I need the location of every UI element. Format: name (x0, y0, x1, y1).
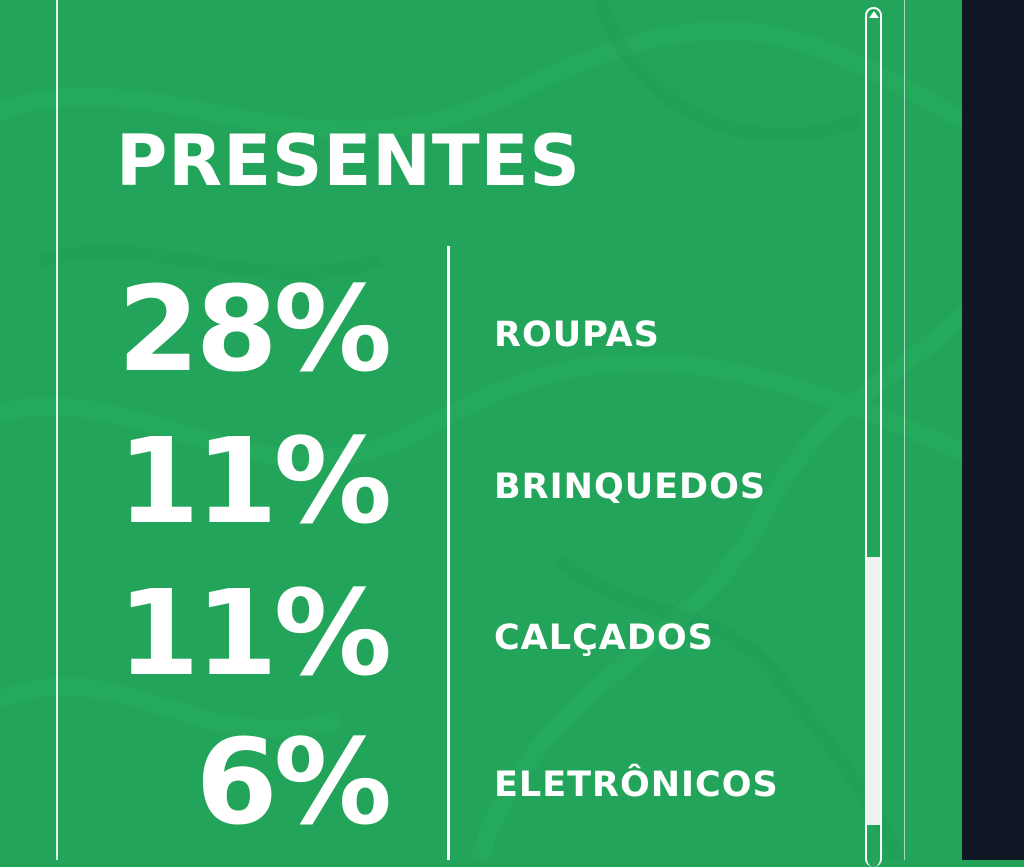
page-title: PRESENTES (116, 120, 581, 202)
percent-eletronicos: 6% (195, 713, 392, 851)
label-roupas: ROUPAS (494, 315, 660, 355)
label-calcados: CALÇADOS (494, 618, 714, 658)
scrollbar-track[interactable] (865, 7, 882, 867)
side-panel (962, 0, 1024, 860)
background-swirl-pattern (0, 0, 962, 860)
percent-roupas: 28% (117, 260, 392, 398)
scroll-up-arrow-icon[interactable] (869, 11, 879, 18)
percent-calcados: 11% (117, 564, 392, 702)
scrollbar-thumb[interactable] (867, 557, 880, 825)
label-brinquedos: BRINQUEDOS (494, 467, 767, 507)
left-frame-line (56, 0, 58, 860)
right-frame-line (904, 0, 905, 860)
label-eletronicos: ELETRÔNICOS (494, 765, 779, 805)
vertical-divider (447, 246, 450, 860)
percent-brinquedos: 11% (117, 412, 392, 550)
